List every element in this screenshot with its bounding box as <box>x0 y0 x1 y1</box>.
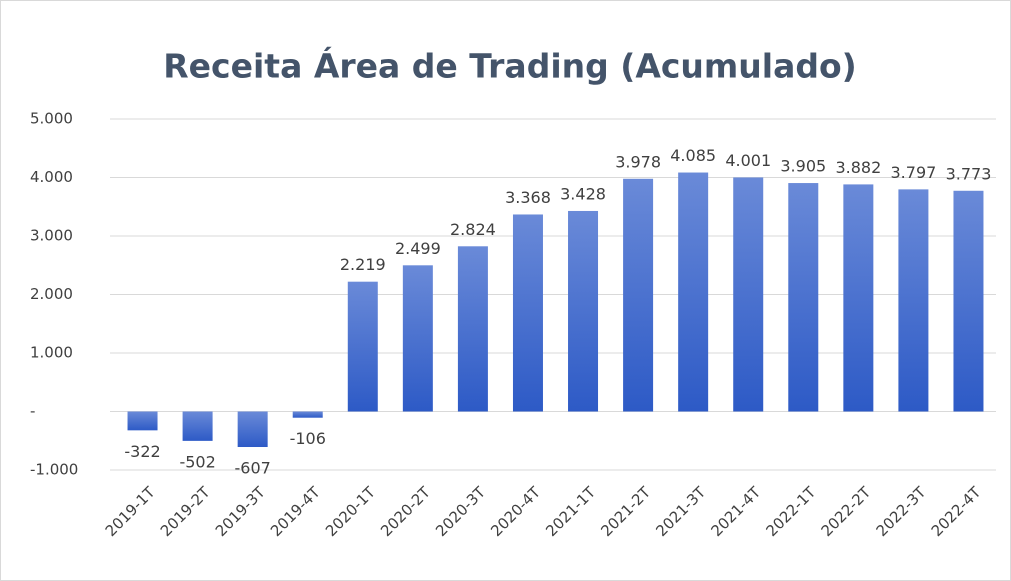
bar <box>788 183 819 412</box>
data-label: -502 <box>179 452 215 471</box>
bar <box>953 190 984 412</box>
data-label: 3.428 <box>560 184 606 203</box>
bar <box>347 281 378 412</box>
y-tick-label: 4.000 <box>30 168 73 186</box>
data-label: -607 <box>235 459 271 478</box>
data-label: 3.882 <box>835 158 881 177</box>
bar <box>898 189 929 412</box>
y-tick-label: 5.000 <box>30 110 73 128</box>
bar <box>678 172 709 412</box>
bar <box>127 411 158 431</box>
y-tick-label: -1.000 <box>30 461 78 479</box>
bar <box>402 265 433 412</box>
y-tick-label: 1.000 <box>30 344 73 362</box>
bar <box>292 411 323 418</box>
chart-title: Receita Área de Trading (Acumulado) <box>163 46 857 86</box>
data-label: -322 <box>124 442 160 461</box>
data-label: 4.085 <box>670 146 716 165</box>
data-label: -106 <box>290 429 326 448</box>
bar <box>568 210 599 412</box>
bar <box>623 178 654 412</box>
bar <box>237 411 268 448</box>
bar <box>457 246 488 412</box>
bar <box>843 184 874 412</box>
y-tick-label: - <box>30 402 35 420</box>
y-tick-label: 2.000 <box>30 285 73 303</box>
data-label: 3.773 <box>946 164 992 183</box>
data-label: 3.978 <box>615 152 661 171</box>
data-label: 2.824 <box>450 220 496 239</box>
data-label: 3.797 <box>891 163 937 182</box>
data-label: 3.905 <box>780 157 826 176</box>
y-tick-label: 3.000 <box>30 227 73 245</box>
data-label: 2.499 <box>395 239 441 258</box>
bar <box>512 214 543 412</box>
bar <box>733 177 764 412</box>
data-label: 3.368 <box>505 188 551 207</box>
data-label: 4.001 <box>725 151 771 170</box>
data-label: 2.219 <box>340 255 386 274</box>
bar <box>182 411 213 441</box>
